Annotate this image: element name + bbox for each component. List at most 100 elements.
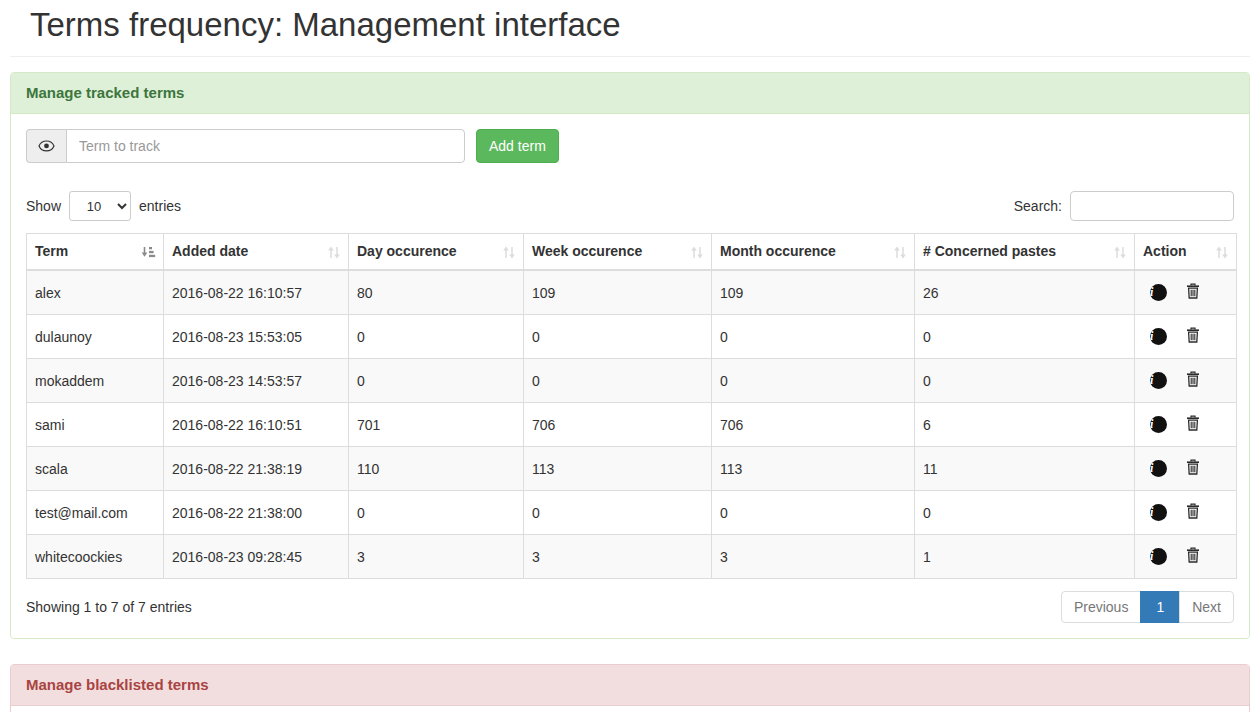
trash-icon[interactable] [1186, 503, 1200, 522]
entries-per-page-select[interactable]: 10 [69, 191, 131, 221]
pagination-page-1[interactable]: 1 [1141, 591, 1180, 623]
blacklisted-terms-panel-body [11, 706, 1249, 712]
cell-action [1135, 359, 1237, 403]
search-input[interactable] [1070, 191, 1234, 221]
entries-length-control: Show 10 entries [26, 191, 181, 221]
tracked-terms-panel-body: Add term Show 10 entries Search: [11, 114, 1249, 638]
pagination-page-1-link[interactable]: 1 [1140, 591, 1180, 623]
column-label: Added date [172, 243, 248, 259]
column-header-added-date[interactable]: Added date [164, 234, 349, 271]
column-header-week-occurence[interactable]: Week occurence [524, 234, 712, 271]
tracked-terms-panel-title: Manage tracked terms [26, 84, 184, 101]
show-label: Show [26, 198, 61, 214]
cell-day-occurence: 110 [349, 447, 524, 491]
add-term-row: Add term [26, 129, 1234, 163]
info-icon[interactable] [1150, 460, 1167, 477]
table-row: sami 2016-08-22 16:10:51 701 706 706 6 [27, 403, 1237, 447]
table-row: alex 2016-08-22 16:10:57 80 109 109 26 [27, 270, 1237, 315]
cell-action [1135, 491, 1237, 535]
blacklisted-terms-panel: Manage blacklisted terms [10, 664, 1250, 712]
cell-term: sami [27, 403, 164, 447]
cell-added-date: 2016-08-22 21:38:00 [164, 491, 349, 535]
cell-term: test@mail.com [27, 491, 164, 535]
table-body: alex 2016-08-22 16:10:57 80 109 109 26 d… [27, 270, 1237, 579]
table-controls-row: Show 10 entries Search: [26, 191, 1234, 221]
search-control: Search: [1014, 191, 1234, 221]
cell-day-occurence: 0 [349, 491, 524, 535]
trash-icon[interactable] [1186, 459, 1200, 478]
info-icon[interactable] [1150, 328, 1167, 345]
cell-term: mokaddem [27, 359, 164, 403]
column-label: Month occurence [720, 243, 836, 259]
sort-both-icon [1215, 246, 1229, 259]
cell-concerned-pastes: 0 [915, 491, 1135, 535]
pagination: Previous 1 Next [1061, 591, 1234, 623]
cell-term: scala [27, 447, 164, 491]
tracked-terms-panel: Manage tracked terms Add term Show 10 en… [10, 72, 1250, 639]
trash-icon[interactable] [1186, 327, 1200, 346]
cell-added-date: 2016-08-22 16:10:51 [164, 403, 349, 447]
trash-icon[interactable] [1186, 415, 1200, 434]
cell-month-occurence: 0 [712, 491, 915, 535]
sort-both-icon [327, 246, 341, 259]
cell-concerned-pastes: 0 [915, 315, 1135, 359]
trash-icon[interactable] [1186, 371, 1200, 390]
cell-concerned-pastes: 11 [915, 447, 1135, 491]
column-header-day-occurence[interactable]: Day occurence [349, 234, 524, 271]
cell-month-occurence: 0 [712, 359, 915, 403]
cell-concerned-pastes: 0 [915, 359, 1135, 403]
term-to-track-input[interactable] [66, 129, 465, 163]
table-row: test@mail.com 2016-08-22 21:38:00 0 0 0 … [27, 491, 1237, 535]
column-header-action[interactable]: Action [1135, 234, 1237, 271]
info-icon[interactable] [1150, 284, 1167, 301]
column-label: # Concerned pastes [923, 243, 1056, 259]
trash-icon[interactable] [1186, 547, 1200, 566]
table-row: dulaunoy 2016-08-23 15:53:05 0 0 0 0 [27, 315, 1237, 359]
info-icon[interactable] [1150, 416, 1167, 433]
cell-term: alex [27, 270, 164, 315]
trash-icon[interactable] [1186, 283, 1200, 302]
page-header: Terms frequency: Management interface [10, 0, 1250, 57]
search-label: Search: [1014, 198, 1062, 214]
cell-day-occurence: 3 [349, 535, 524, 579]
table-header: Term Added date Day occurence Week occur… [27, 234, 1237, 271]
cell-added-date: 2016-08-22 16:10:57 [164, 270, 349, 315]
cell-action [1135, 270, 1237, 315]
cell-month-occurence: 0 [712, 315, 915, 359]
pagination-next-link[interactable]: Next [1179, 591, 1234, 623]
column-header-term[interactable]: Term [27, 234, 164, 271]
cell-week-occurence: 0 [524, 359, 712, 403]
cell-month-occurence: 109 [712, 270, 915, 315]
cell-day-occurence: 80 [349, 270, 524, 315]
cell-week-occurence: 0 [524, 491, 712, 535]
info-icon[interactable] [1150, 504, 1167, 521]
column-label: Action [1143, 243, 1187, 259]
cell-day-occurence: 701 [349, 403, 524, 447]
table-row: whitecoockies 2016-08-23 09:28:45 3 3 3 … [27, 535, 1237, 579]
cell-month-occurence: 3 [712, 535, 915, 579]
column-header-concerned-pastes[interactable]: # Concerned pastes [915, 234, 1135, 271]
info-icon[interactable] [1150, 372, 1167, 389]
info-icon[interactable] [1150, 548, 1167, 565]
cell-week-occurence: 0 [524, 315, 712, 359]
column-label: Term [35, 243, 68, 259]
sort-asc-icon [141, 246, 156, 258]
table-row: scala 2016-08-22 21:38:19 110 113 113 11 [27, 447, 1237, 491]
cell-added-date: 2016-08-23 09:28:45 [164, 535, 349, 579]
column-header-month-occurence[interactable]: Month occurence [712, 234, 915, 271]
add-term-button[interactable]: Add term [476, 129, 559, 163]
blacklisted-terms-panel-title: Manage blacklisted terms [26, 676, 209, 693]
cell-added-date: 2016-08-22 21:38:19 [164, 447, 349, 491]
cell-action [1135, 403, 1237, 447]
table-footer-row: Showing 1 to 7 of 7 entries Previous 1 N… [26, 591, 1234, 623]
pagination-previous-link[interactable]: Previous [1061, 591, 1141, 623]
cell-day-occurence: 0 [349, 359, 524, 403]
cell-action [1135, 535, 1237, 579]
cell-added-date: 2016-08-23 15:53:05 [164, 315, 349, 359]
blacklisted-terms-panel-heading: Manage blacklisted terms [11, 665, 1249, 706]
cell-term: whitecoockies [27, 535, 164, 579]
cell-added-date: 2016-08-23 14:53:57 [164, 359, 349, 403]
table-info: Showing 1 to 7 of 7 entries [26, 599, 192, 615]
pagination-next[interactable]: Next [1180, 591, 1234, 623]
pagination-previous[interactable]: Previous [1061, 591, 1141, 623]
